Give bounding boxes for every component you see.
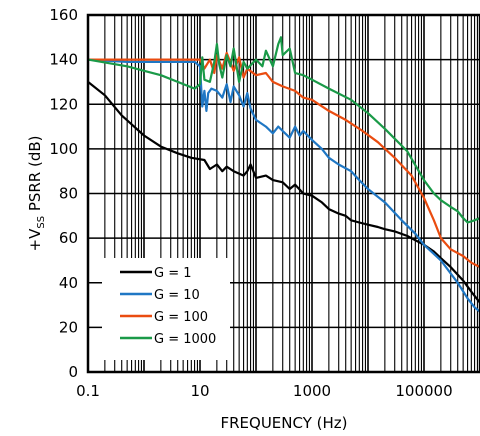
x-axis-label: FREQUENCY (Hz) xyxy=(220,414,347,432)
legend-box xyxy=(102,258,230,360)
y-tick-label: 80 xyxy=(59,185,78,203)
series-line-g-100 xyxy=(88,51,480,269)
y-tick-label: 140 xyxy=(49,51,78,69)
y-tick-label: 100 xyxy=(49,140,78,158)
x-tick-label: 0.1 xyxy=(76,382,100,400)
y-tick-label: 20 xyxy=(59,318,78,336)
y-axis-label-prefix: +V xyxy=(26,228,44,252)
legend-label-g-1000: G = 1000 xyxy=(154,332,216,347)
x-tick-label: 100000 xyxy=(395,382,452,400)
series-line-g-1000 xyxy=(87,36,480,224)
y-tick-label: 160 xyxy=(49,6,78,24)
x-tick-label: 1000 xyxy=(293,382,331,400)
legend-label-g-10: G = 10 xyxy=(154,288,200,303)
y-axis-label-suffix: PSRR (dB) xyxy=(26,135,44,215)
legend-label-g-100: G = 100 xyxy=(154,310,208,325)
y-axis-label: +VSS PSRR (dB) xyxy=(26,135,47,251)
y-tick-label: 40 xyxy=(59,274,78,292)
plot-frame xyxy=(86,13,480,374)
series-line-g-1 xyxy=(87,81,480,304)
legend: G = 1 G = 10 G = 100 G = 1000 xyxy=(102,258,230,360)
y-tick-label: 120 xyxy=(49,95,78,113)
y-tick-label: 0 xyxy=(68,363,78,381)
tick-labels: 0 20 40 60 80 100 120 140 160 0.1 10 1000 100000 xyxy=(49,6,452,400)
y-tick-label: 60 xyxy=(59,229,78,247)
y-axis-label-subscript: SS xyxy=(36,216,47,229)
x-tick-label: 10 xyxy=(190,382,209,400)
series-lines xyxy=(87,36,480,313)
series-line-g-10 xyxy=(87,58,480,313)
legend-label-g-1: G = 1 xyxy=(154,266,192,281)
